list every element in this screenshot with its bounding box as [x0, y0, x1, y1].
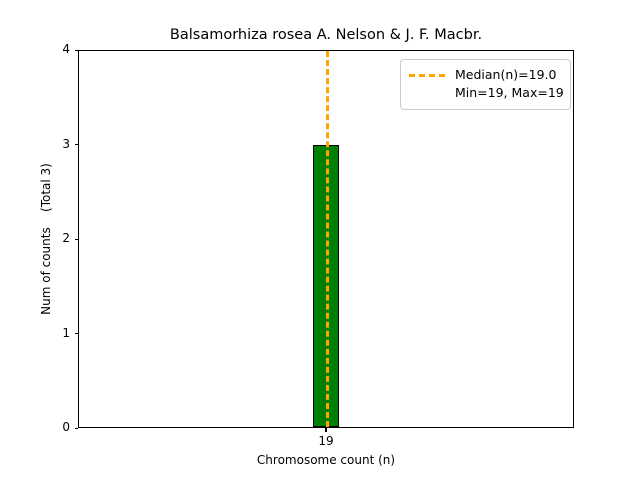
x-tick-label: 19 — [318, 434, 334, 448]
legend-label-minmax: Min=19, Max=19 — [455, 84, 564, 100]
y-axis-label: Num of counts (Total 3) — [39, 163, 53, 315]
dashed-line-icon — [409, 73, 445, 77]
y-axis-label-line1: Num of counts — [39, 227, 53, 315]
x-axis-label: Chromosome count (n) — [256, 453, 396, 467]
legend-label-median: Median(n)=19.0 — [455, 66, 557, 82]
x-tick-mark — [325, 428, 327, 432]
y-tick-label: 3 — [62, 136, 70, 151]
blank-swatch-icon — [409, 92, 445, 95]
y-tick-label: 4 — [62, 42, 70, 56]
y-tick-label: 2 — [62, 231, 70, 245]
legend-entry-median: Median(n)=19.0 — [409, 66, 562, 84]
y-tick-mark — [74, 333, 78, 335]
bar-19 — [313, 145, 339, 427]
y-tick-label: 1 — [62, 325, 70, 340]
plot-area — [78, 50, 574, 428]
y-axis-label-line2: (Total 3) — [39, 163, 53, 212]
y-tick-mark — [74, 49, 78, 51]
legend: Median(n)=19.0 Min=19, Max=19 — [400, 59, 571, 110]
legend-entry-minmax: Min=19, Max=19 — [409, 84, 564, 102]
y-tick-mark — [74, 238, 78, 240]
y-tick-label: 0 — [62, 420, 70, 434]
chart-title: Balsamorhiza rosea A. Nelson & J. F. Mac… — [169, 27, 483, 43]
y-tick-mark — [74, 427, 78, 429]
median-line — [326, 51, 329, 427]
y-tick-mark — [74, 144, 78, 146]
